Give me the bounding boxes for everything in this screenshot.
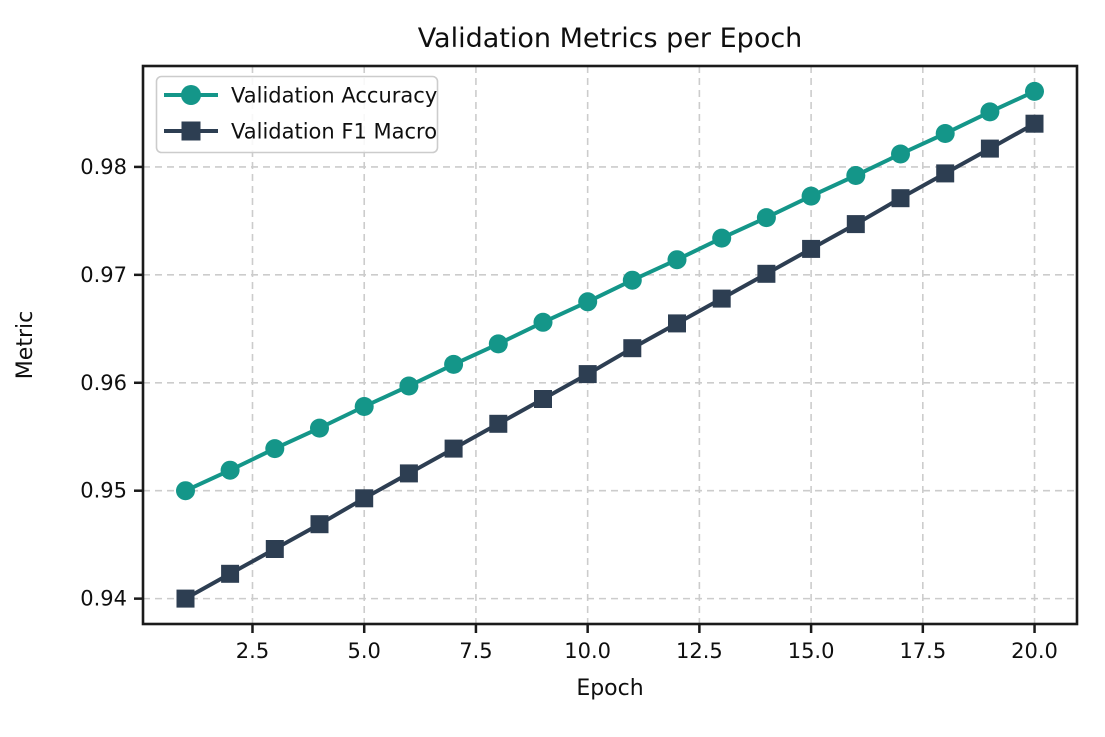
data-point-marker xyxy=(533,312,553,332)
legend-label: Validation Accuracy xyxy=(231,84,437,108)
data-point-marker xyxy=(444,354,464,374)
data-point-marker xyxy=(534,390,552,408)
data-point-marker xyxy=(891,144,910,164)
data-point-marker xyxy=(488,334,508,354)
legend-items: Validation Accuracy Validation F1 Macro xyxy=(164,84,437,144)
data-point-marker xyxy=(1025,81,1044,101)
y-tick-label: 0.94 xyxy=(80,587,127,611)
x-tick-label: 10.0 xyxy=(564,639,611,663)
data-point-marker xyxy=(220,460,240,480)
data-point-marker xyxy=(310,418,329,438)
x-tick-label: 5.0 xyxy=(348,639,381,663)
data-point-marker xyxy=(935,124,955,143)
data-point-marker xyxy=(399,376,419,396)
y-axis-label: Metric xyxy=(13,311,38,379)
data-point-marker xyxy=(265,540,284,558)
data-point-marker xyxy=(757,264,776,283)
data-point-marker xyxy=(980,139,999,158)
data-point-marker xyxy=(221,564,240,583)
y-tick-label: 0.96 xyxy=(80,371,127,395)
x-tick-label: 7.5 xyxy=(459,639,492,663)
y-tick-label: 0.97 xyxy=(80,263,127,287)
data-point-marker xyxy=(1025,114,1044,133)
plot-area-border xyxy=(141,64,1079,626)
data-point-marker xyxy=(623,339,642,358)
data-point-marker xyxy=(399,464,418,483)
data-point-marker xyxy=(891,189,910,208)
data-point-marker xyxy=(712,228,732,248)
data-point-marker xyxy=(846,215,865,234)
x-tick-label: 12.5 xyxy=(676,639,723,663)
data-point-marker xyxy=(802,239,821,258)
data-point-marker xyxy=(668,314,686,333)
data-point-marker xyxy=(980,102,1000,122)
legend-box xyxy=(155,75,439,154)
x-tick-label: 20.0 xyxy=(1011,639,1058,663)
x-tick-label: 2.5 xyxy=(236,639,269,663)
x-axis-label: Epoch xyxy=(576,676,643,701)
data-point-marker xyxy=(265,439,285,459)
legend-square-marker-icon xyxy=(181,121,201,141)
data-point-marker xyxy=(310,515,329,534)
data-point-marker xyxy=(355,489,374,508)
y-tick-label: 0.98 xyxy=(80,155,127,179)
data-point-marker xyxy=(354,397,374,416)
data-point-marker xyxy=(578,292,598,312)
data-point-marker xyxy=(489,414,508,433)
data-point-marker xyxy=(756,208,776,228)
data-point-marker xyxy=(176,589,195,608)
x-tick-label: 17.5 xyxy=(899,639,946,663)
data-series xyxy=(176,81,1044,608)
axis-ticks: 2.5 5.0 7.5 10.0 12.5 15.0 17.5 20.0 0.94 0.95 0.9… xyxy=(80,155,1058,663)
data-point-marker xyxy=(176,481,195,501)
x-tick-label: 15.0 xyxy=(788,639,835,663)
chart-title: Validation Metrics per Epoch xyxy=(418,23,803,54)
data-point-marker xyxy=(444,439,463,458)
data-point-marker xyxy=(622,270,642,290)
gridlines xyxy=(143,66,1077,624)
data-point-marker xyxy=(712,289,731,308)
data-point-marker xyxy=(801,186,821,206)
data-point-marker xyxy=(667,250,687,270)
legend: Validation Accuracy Validation F1 Macro xyxy=(155,75,439,154)
data-point-marker xyxy=(578,365,597,384)
data-point-marker xyxy=(846,166,866,185)
legend-circle-marker-icon xyxy=(181,85,201,105)
legend-label: Validation F1 Macro xyxy=(231,120,437,144)
y-tick-label: 0.95 xyxy=(80,479,127,503)
data-point-marker xyxy=(936,164,955,183)
